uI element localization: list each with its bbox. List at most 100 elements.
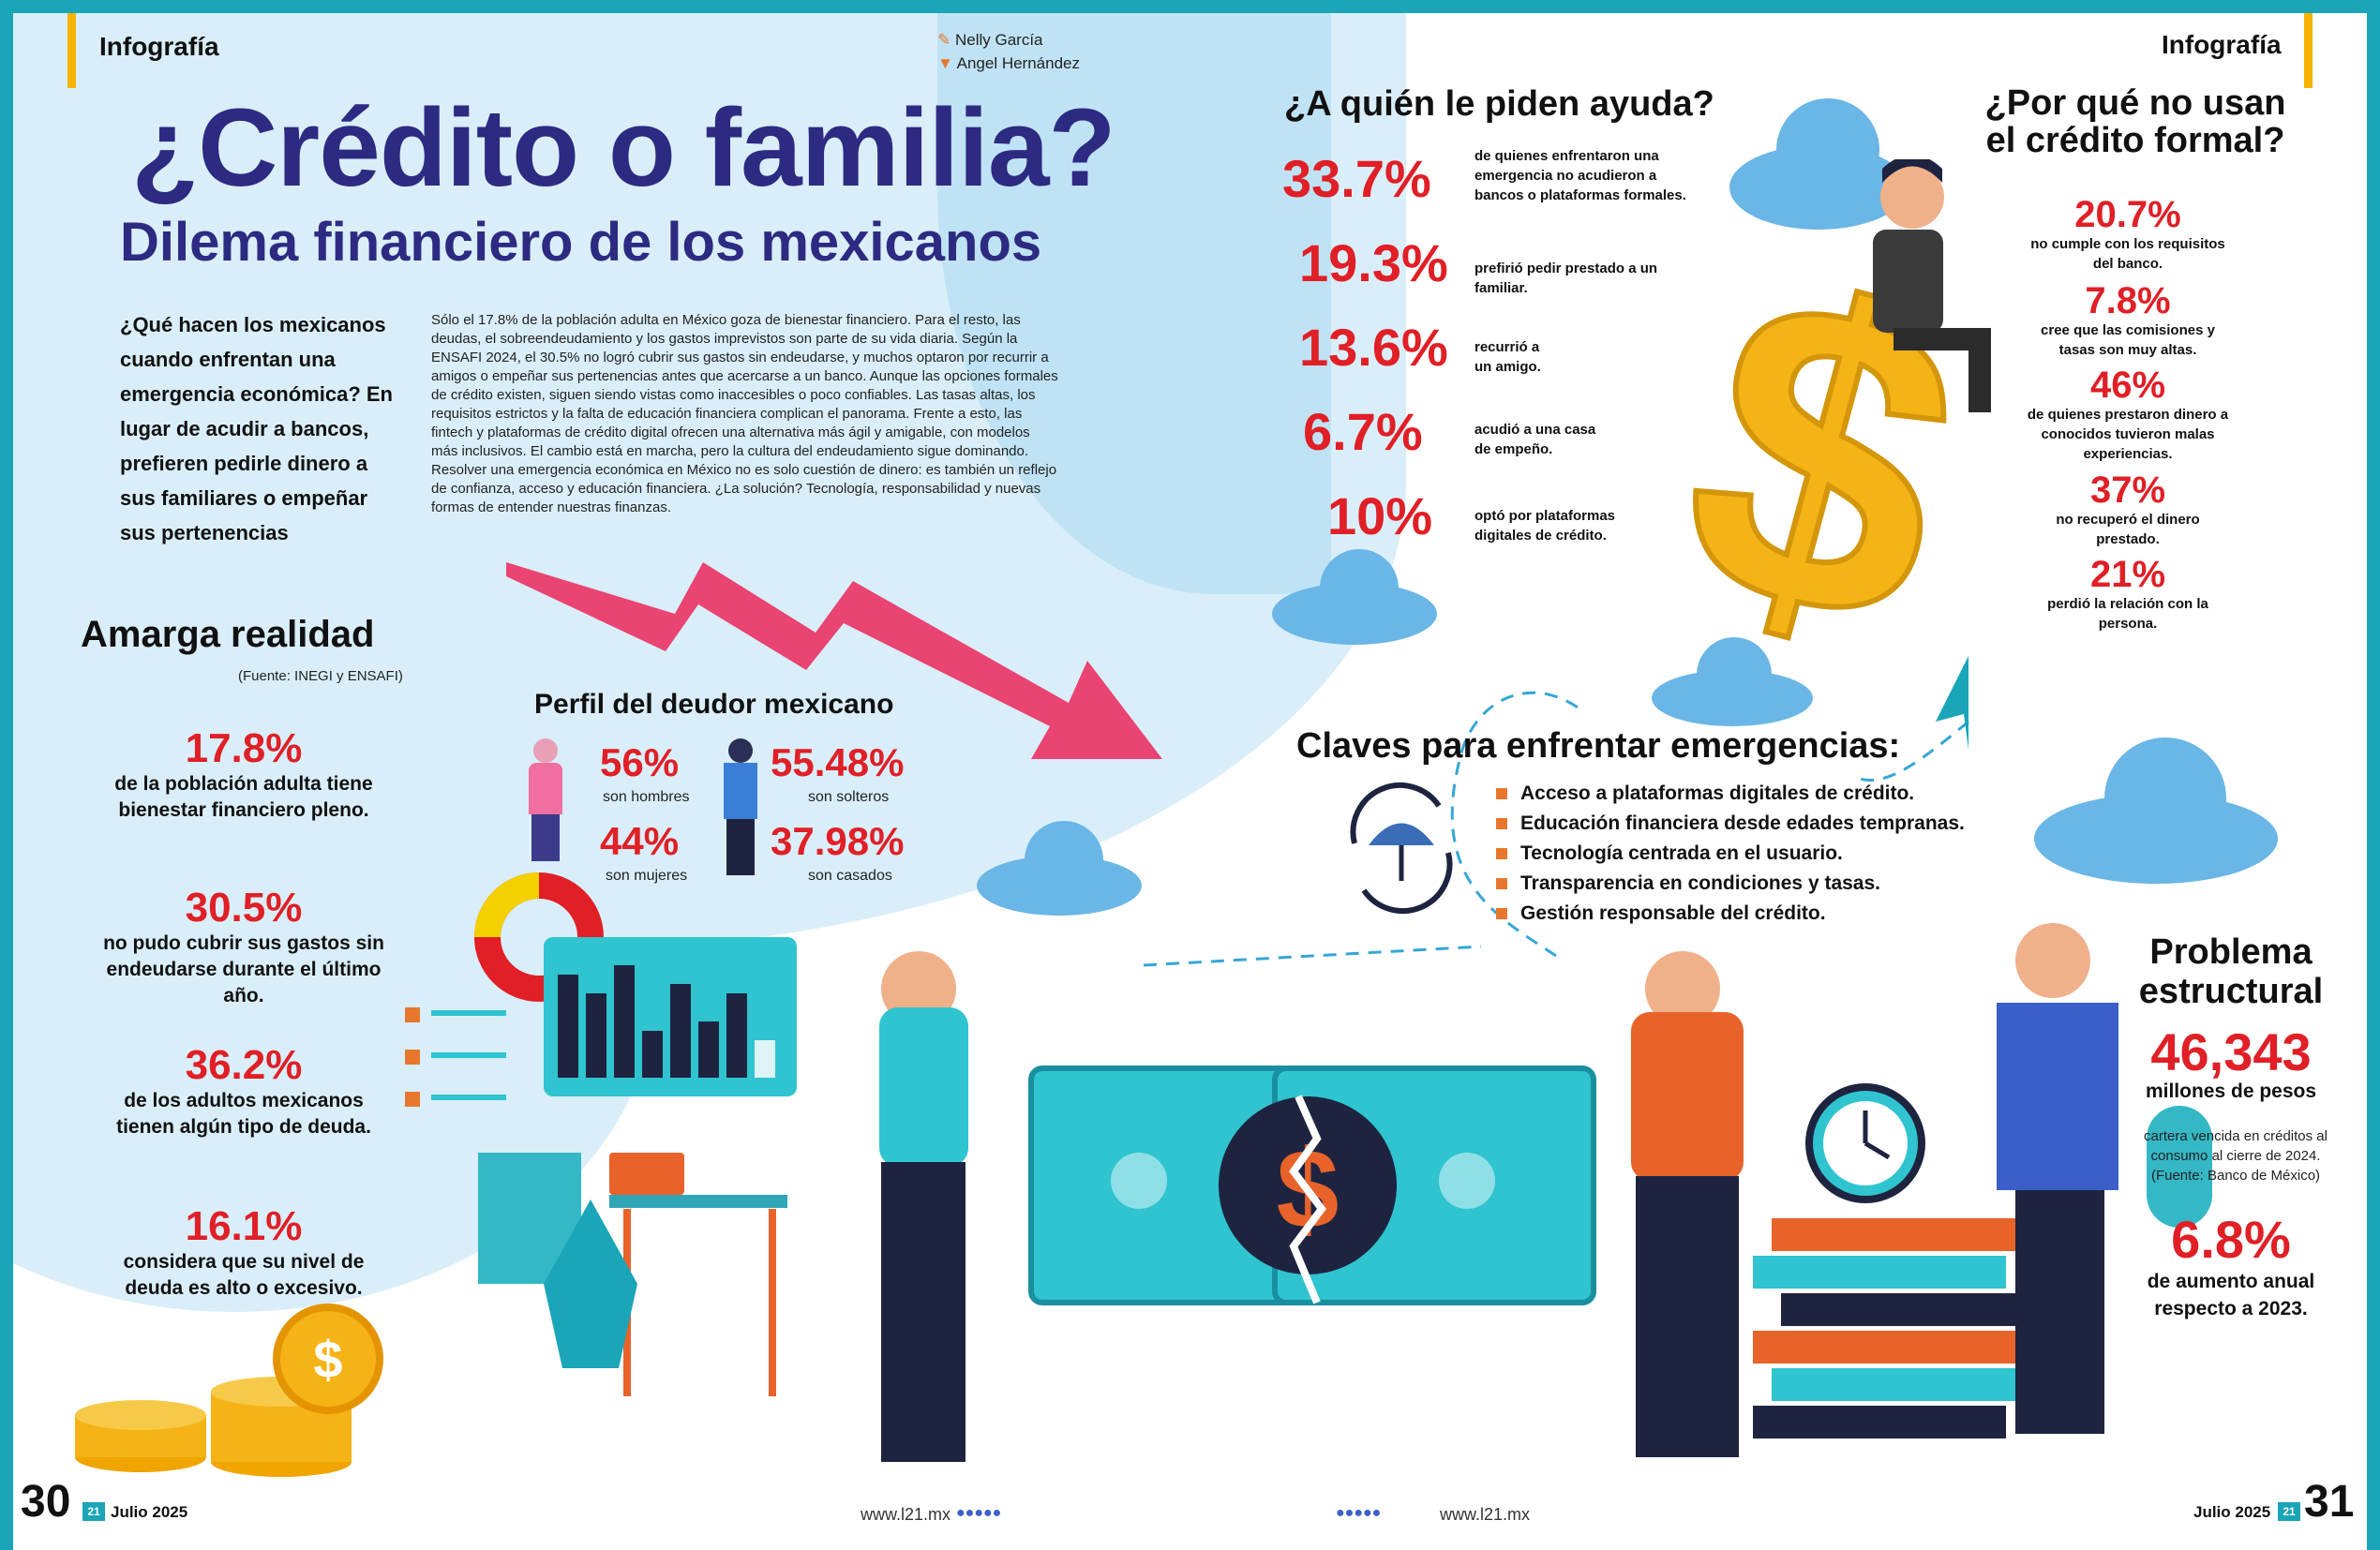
reality-stat: 30.5% no pudo cubrir sus gastos sin ende…: [94, 886, 394, 1009]
structural-title-line2: estructural: [2138, 972, 2324, 1011]
stat-description: no pudo cubrir sus gastos sin endeudarse…: [103, 932, 384, 1006]
desk-illustration: [478, 1153, 787, 1396]
torn-money-illustration: $: [879, 951, 1744, 1462]
why-item: 46% de quienes prestaron dinero a conoci…: [2015, 365, 2240, 464]
help-description: de quienes enfrentaron una emergencia no…: [1474, 146, 1690, 205]
why-description: cree que las comisiones y tasas son muy …: [2041, 322, 2215, 358]
dashed-path-icon: [1144, 656, 1969, 967]
social-icons: ●●●●●: [956, 1505, 1002, 1521]
why-value: 7.8%: [2085, 280, 2171, 321]
why-description: de quienes prestaron dinero a conocidos …: [2027, 407, 2229, 462]
left-edge-band: [0, 0, 13, 1550]
why-value: 21%: [2089, 554, 2166, 595]
why-item: 37% no recuperó el dinero prestado.: [2025, 470, 2231, 549]
why-title-line1: ¿Por qué no usan: [1984, 83, 2286, 123]
byline-design: ▼ Angel Hernández: [937, 54, 1080, 73]
help-description: recurrió a un amigo.: [1474, 337, 1559, 377]
profile-value: 37.98%: [771, 819, 905, 863]
help-desc-text: recurrió a un amigo.: [1474, 339, 1541, 375]
structural-title-line1: Problema: [2149, 932, 2313, 972]
help-value: 6.7%: [1303, 401, 1423, 462]
help-desc-text: acudió a una casa de empeño.: [1474, 422, 1596, 457]
reality-title: Amarga realidad: [81, 614, 375, 655]
right-edge-band: [2367, 0, 2380, 1550]
structural-value: 46,343: [2150, 1022, 2312, 1081]
why-item: 7.8% cree que las comisiones y tasas son…: [2025, 281, 2231, 360]
keys-title: Claves para enfrentar emergencias:: [1296, 726, 1901, 766]
why-item: 20.7% no cumple con los requisitos del b…: [2025, 195, 2231, 274]
structural-description: cartera vencida en créditos al consumo a…: [2144, 1128, 2328, 1184]
profile-value: 44%: [600, 819, 680, 863]
stat-value: 36.2%: [185, 1042, 303, 1088]
profile-value: 56%: [600, 740, 680, 784]
section-tag-left: Infografía: [99, 32, 219, 61]
lead-paragraph: ¿Qué hacen los mexicanos cuando enfrenta…: [120, 313, 393, 544]
help-value: 19.3%: [1299, 232, 1448, 293]
why-value: 46%: [2089, 365, 2166, 406]
help-desc-text: optó por plataformas digitales de crédit…: [1474, 508, 1616, 544]
why-title: ¿Por qué no usan el crédito formal?: [1967, 84, 2304, 159]
help-description: prefirió pedir prestado a un familiar.: [1474, 259, 1662, 298]
coins-illustration: $: [75, 1304, 383, 1477]
help-value-text: 13.6%: [1299, 318, 1448, 377]
pencil-icon: ✎: [937, 31, 951, 49]
help-value-text: 19.3%: [1299, 233, 1448, 292]
social-icons: ●●●●●: [1336, 1505, 1382, 1521]
help-value-text: 6.7%: [1303, 402, 1423, 461]
profile-label: son solteros: [808, 789, 890, 805]
footer-url[interactable]: www.l21.mx: [861, 1505, 951, 1524]
dollar-sign-illustration: $: [1641, 159, 2003, 647]
help-value: 10%: [1327, 485, 1432, 546]
umbrella-icon: [1350, 782, 1453, 915]
woman-figure-icon: [517, 738, 574, 884]
footer-url[interactable]: www.l21.mx: [1440, 1505, 1531, 1524]
profile-label: son mujeres: [606, 868, 688, 884]
page-subtitle: Dilema financiero de los mexicanos: [120, 212, 1042, 273]
body-paragraph: Sólo el 17.8% de la población adulta en …: [431, 312, 1058, 515]
books-clock-illustration: [1753, 923, 2212, 1438]
design-icon: ▼: [937, 54, 953, 72]
help-value-text: 33.7%: [1282, 149, 1431, 208]
help-desc-text: prefirió pedir prestado a un familiar.: [1474, 261, 1658, 296]
top-band: [0, 0, 2380, 13]
footer-date: Julio 2025: [111, 1503, 188, 1521]
why-value: 20.7%: [2074, 194, 2181, 235]
list-item: Transparencia en condiciones y tasas.: [1496, 872, 1965, 895]
brand-logo: 21: [2278, 1502, 2300, 1521]
reality-stat: 36.2% de los adultos mexicanos tienen al…: [94, 1043, 394, 1140]
stat-value: 16.1%: [185, 1203, 303, 1249]
section-marker-left: [67, 13, 76, 88]
why-title-line2: el crédito formal?: [1985, 121, 2285, 160]
stat-value: 30.5%: [185, 885, 303, 931]
keys-list: Acceso a plataformas digitales de crédit…: [1496, 782, 1965, 932]
why-value: 37%: [2089, 469, 2166, 511]
man-figure-icon: [712, 738, 769, 888]
cloud-icon: [2034, 738, 2278, 884]
why-description: no cumple con los requisitos del banco.: [2030, 236, 2225, 272]
cloud-icon: [1729, 98, 1908, 230]
profile-label: son casados: [808, 868, 892, 884]
page-number-right: 31: [2304, 1477, 2355, 1527]
reality-source: (Fuente: INEGI y ENSAFI): [238, 668, 403, 684]
reality-stat: 16.1% considera que su nivel de deuda es…: [94, 1204, 394, 1302]
help-value: 33.7%: [1282, 148, 1431, 209]
footer-date: Julio 2025: [2193, 1503, 2271, 1521]
cloud-icon: [1272, 549, 1437, 645]
cloud-icon: [1652, 637, 1813, 726]
why-description: no recuperó el dinero prestado.: [2056, 512, 2200, 547]
profile-title: Perfil del deudor mexicano: [534, 689, 894, 720]
help-description: optó por plataformas digitales de crédit…: [1474, 506, 1634, 545]
author-name: Nelly García: [954, 31, 1043, 49]
reality-stat: 17.8% de la población adulta tiene biene…: [94, 726, 394, 824]
list-item: Acceso a plataformas digitales de crédit…: [1496, 782, 1965, 805]
stat-value: 17.8%: [185, 725, 303, 771]
brand-logo: 21: [82, 1502, 105, 1521]
stat-description: considera que su nivel de deuda es alto …: [123, 1251, 365, 1299]
list-item: Gestión responsable del crédito.: [1496, 902, 1965, 925]
list-item: Tecnología centrada en el usuario.: [1496, 842, 1965, 865]
falling-arrow-icon: [506, 562, 1162, 759]
structural-title: Problema estructural: [2118, 932, 2343, 1011]
why-item: 21% perdió la relación con la persona.: [2025, 555, 2231, 633]
cloud-icon: [977, 821, 1142, 916]
